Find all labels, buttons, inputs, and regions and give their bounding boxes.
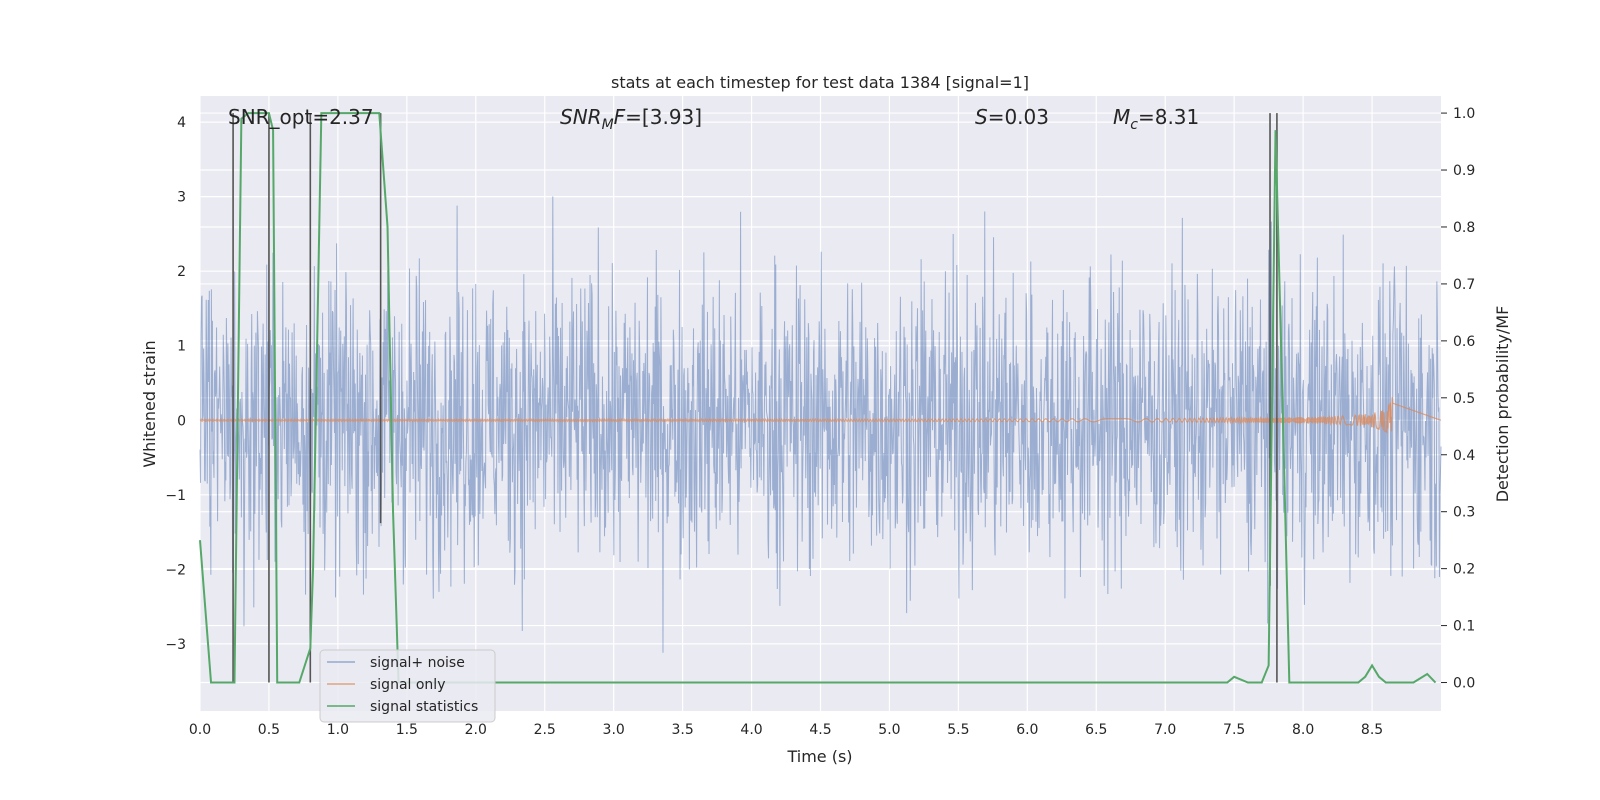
legend-label-signal: signal only [370,677,445,693]
y-tick-label-left: 3 [177,190,186,206]
y-tick-label-right: 0.1 [1453,619,1475,635]
x-tick-label: 8.5 [1361,722,1383,738]
s-label: S [975,105,988,129]
y-tick-label-right: 0.8 [1453,220,1475,236]
y-axis-label-left: Whitened strain [140,340,159,467]
signal-line [199,397,1442,434]
y-tick-label-right: 0.4 [1453,448,1475,464]
mc-subscript: c [1130,117,1138,133]
chart-title: stats at each timestep for test data 138… [611,73,1029,92]
y-tick-label-left: −2 [165,562,186,578]
statistic-series [199,112,1437,684]
noise-line [199,196,1442,653]
x-tick-label: 1.5 [396,722,418,738]
mc-value: =8.31 [1138,105,1199,129]
x-tick-label: 6.0 [1016,722,1038,738]
y-tick-label-left: −3 [165,637,186,653]
y-tick-label-right: 1.0 [1453,106,1475,122]
x-tick-label: 3.5 [671,722,693,738]
y-tick-label-left: −1 [165,488,186,504]
snr-opt-annotation: SNR_opt=2.37 [228,105,374,129]
signal-only-series [199,397,1442,434]
legend: signal+ noise signal only signal statist… [319,649,496,723]
snr-mf-value-italic: F [614,105,626,129]
snr-mf-label: SNR [560,105,602,129]
y-tick-label-left: 0 [177,413,186,429]
x-tick-label: 0.0 [189,722,211,738]
x-tick-label: 5.5 [947,722,969,738]
y-tick-label-left: 2 [177,264,186,280]
snr-mf-subscript: M [602,117,614,133]
y-tick-label-left: 1 [177,339,186,355]
snr-mf-value: =[3.93] [625,105,702,129]
x-tick-label: 2.0 [465,722,487,738]
s-annotation: S=0.03 [975,105,1049,129]
y-tick-label-right: 0.0 [1453,676,1475,692]
x-tick-label: 4.5 [809,722,831,738]
statistic-line [199,112,1437,684]
s-value: =0.03 [988,105,1049,129]
x-tick-label: 4.0 [740,722,762,738]
y-tick-label-right: 0.6 [1453,334,1475,350]
y-tick-label-right: 0.7 [1453,277,1475,293]
y-tick-label-right: 0.2 [1453,562,1475,578]
x-tick-label: 2.5 [534,722,556,738]
legend-label-noise: signal+ noise [370,655,465,671]
x-tick-label: 8.0 [1292,722,1314,738]
x-tick-label: 0.5 [258,722,280,738]
x-tick-label: 7.0 [1154,722,1176,738]
y-axis-label-right: Detection probability/MF [1493,306,1512,503]
x-axis-label: Time (s) [786,747,852,766]
mc-label: M [1113,105,1130,129]
noise-series [199,196,1442,653]
legend-box [319,649,496,723]
y-tick-label-right: 0.9 [1453,163,1475,179]
y-tick-label-right: 0.5 [1453,391,1475,407]
x-tick-label: 7.5 [1223,722,1245,738]
x-tick-label: 1.0 [327,722,349,738]
axis-ticks: 0.0 0.5 1.0 1.5 2.0 2.5 3.0 3.5 4.0 4.5 5.0 5.5 6.0 6… [165,106,1475,738]
snr-mf-annotation: SNRMF=[3.93] [560,105,702,133]
legend-label-statistic: signal statistics [370,699,478,715]
x-tick-label: 3.0 [603,722,625,738]
y-tick-label-left: 4 [177,115,186,131]
x-tick-label: 6.5 [1085,722,1107,738]
mc-annotation: Mc=8.31 [1113,105,1199,133]
y-tick-label-right: 0.3 [1453,505,1475,521]
x-tick-label: 5.0 [878,722,900,738]
